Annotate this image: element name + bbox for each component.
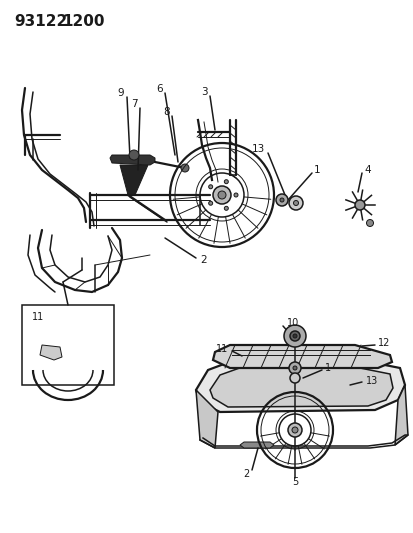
Circle shape [288, 362, 300, 374]
Text: 11: 11 [32, 312, 44, 322]
Circle shape [291, 427, 297, 433]
Circle shape [354, 200, 364, 210]
Circle shape [129, 150, 139, 160]
Text: 3: 3 [201, 87, 207, 97]
Circle shape [366, 220, 373, 227]
Circle shape [208, 185, 212, 189]
Polygon shape [240, 442, 273, 448]
Polygon shape [212, 345, 391, 368]
FancyBboxPatch shape [22, 305, 114, 385]
Text: 13: 13 [251, 144, 264, 154]
Circle shape [275, 194, 287, 206]
Text: 1: 1 [324, 363, 330, 373]
Polygon shape [209, 365, 392, 407]
Circle shape [208, 201, 212, 205]
Text: 10: 10 [286, 318, 299, 328]
Text: 2: 2 [199, 255, 206, 265]
Circle shape [292, 334, 296, 338]
Circle shape [218, 191, 225, 199]
Text: 9: 9 [117, 88, 124, 98]
Text: 1: 1 [313, 165, 320, 175]
Circle shape [212, 186, 230, 204]
Polygon shape [120, 165, 147, 195]
Text: 13: 13 [365, 376, 377, 386]
Text: 93122: 93122 [14, 14, 67, 29]
Polygon shape [40, 345, 62, 360]
Polygon shape [394, 385, 407, 445]
Text: 8: 8 [163, 107, 170, 117]
Polygon shape [195, 390, 218, 448]
Circle shape [180, 164, 189, 172]
Text: 7: 7 [131, 99, 138, 109]
Circle shape [287, 423, 301, 437]
Circle shape [289, 331, 299, 341]
Polygon shape [110, 155, 154, 165]
Text: 11: 11 [215, 344, 228, 354]
Circle shape [293, 200, 298, 206]
Text: 4: 4 [363, 165, 370, 175]
Circle shape [224, 206, 228, 211]
Text: 2: 2 [243, 469, 249, 479]
Circle shape [279, 198, 283, 202]
Text: 6: 6 [156, 84, 163, 94]
Text: 5: 5 [291, 477, 297, 487]
Polygon shape [195, 358, 404, 412]
Circle shape [289, 373, 299, 383]
Circle shape [283, 325, 305, 347]
Circle shape [224, 180, 228, 184]
Circle shape [288, 196, 302, 210]
Circle shape [292, 366, 296, 370]
Text: 12: 12 [377, 338, 389, 348]
Text: 1200: 1200 [62, 14, 104, 29]
Circle shape [233, 193, 237, 197]
